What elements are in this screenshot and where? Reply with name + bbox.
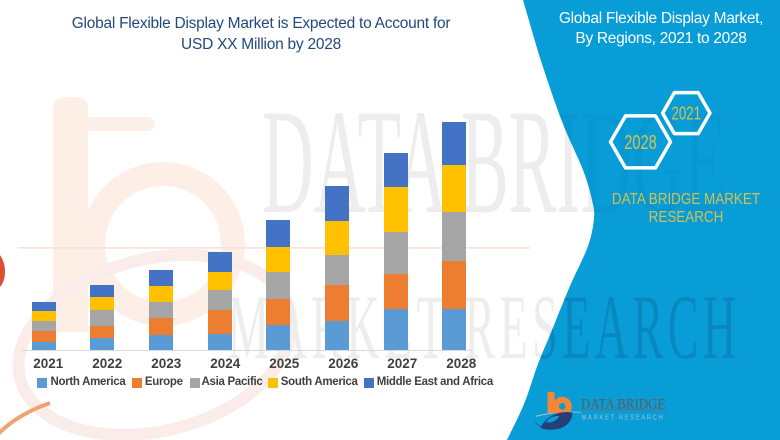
svg-text:DATA BRIDGE: DATA BRIDGE: [581, 396, 666, 412]
svg-text:MARKET RESEARCH: MARKET RESEARCH: [582, 414, 665, 421]
svg-text:2028: 2028: [624, 132, 657, 154]
svg-text:2021: 2021: [672, 104, 702, 124]
